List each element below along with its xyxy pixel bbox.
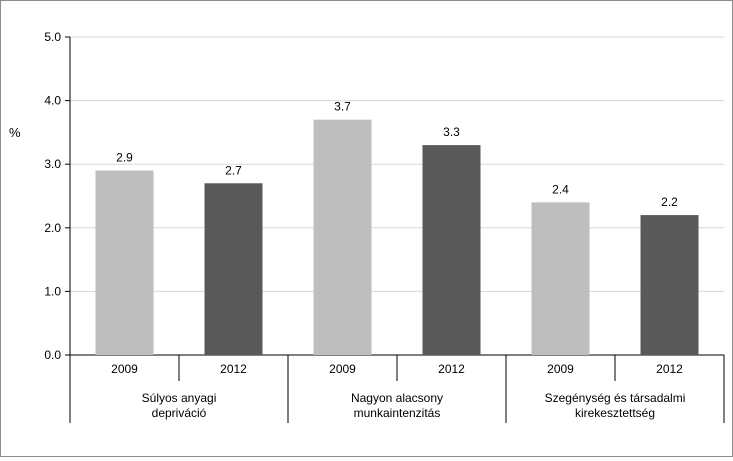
axes (65, 36, 725, 423)
category-label: Nagyon alacsony (351, 391, 443, 405)
bar (313, 119, 372, 356)
year-label: 2012 (438, 362, 465, 376)
year-label: 2012 (656, 362, 683, 376)
bar (204, 183, 263, 355)
y-tick-label: 5.0 (44, 30, 61, 44)
y-tick-label: 3.0 (44, 157, 61, 171)
data-label: 2.2 (661, 195, 678, 209)
gridlines (70, 36, 724, 292)
bars (95, 119, 699, 356)
bar (95, 170, 154, 355)
category-label: munkaintenzitás (354, 406, 441, 420)
category-label: kirekesztettség (575, 406, 655, 420)
y-tick-label: 0.0 (44, 348, 61, 362)
category-label: Súlyos anyagi (142, 391, 217, 405)
data-label: 3.3 (443, 125, 460, 139)
y-tick-label: 1.0 (44, 284, 61, 298)
y-tick-label: 2.0 (44, 221, 61, 235)
year-label: 2009 (329, 362, 356, 376)
data-label: 2.4 (552, 182, 569, 196)
year-label: 2009 (111, 362, 138, 376)
year-label: 2009 (547, 362, 574, 376)
bar (640, 215, 699, 355)
y-axis-label: % (9, 125, 21, 140)
data-label: 3.7 (334, 100, 351, 114)
category-label: Szegénység és társadalmi (545, 391, 686, 405)
data-label: 2.9 (116, 151, 133, 165)
y-tick-label: 4.0 (44, 94, 61, 108)
bar (422, 145, 481, 355)
category-label: depriváció (152, 406, 207, 420)
year-label: 2012 (220, 362, 247, 376)
bar (531, 202, 590, 355)
labels: 0.0 1.0 2.0 3.0 4.0 5.0 2.9 2009 2.7 2012 Súlyos a… (44, 30, 685, 420)
data-label: 2.7 (225, 163, 242, 177)
